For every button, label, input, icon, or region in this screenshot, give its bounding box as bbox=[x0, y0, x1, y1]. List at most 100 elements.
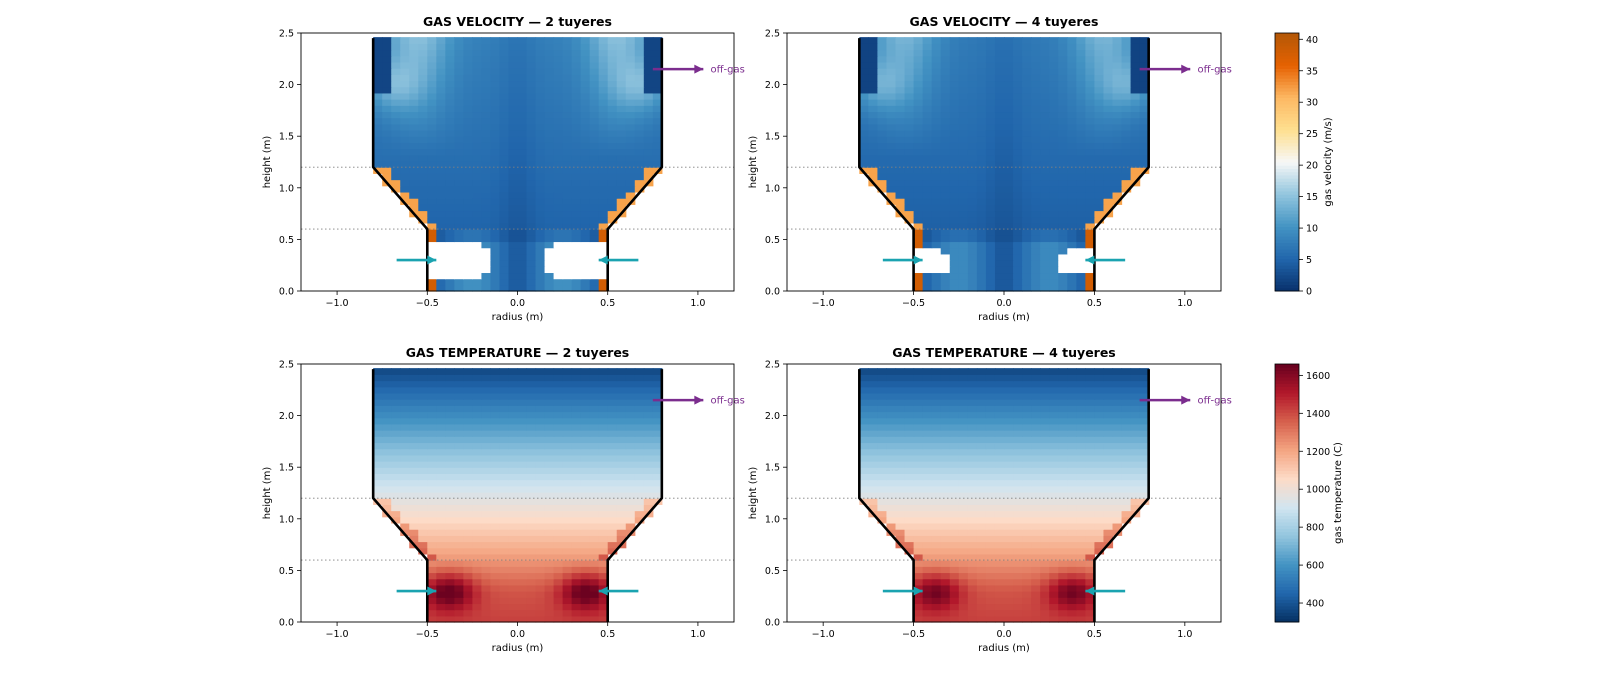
heatmap-cell bbox=[436, 55, 446, 63]
heatmap-cell bbox=[517, 204, 528, 212]
heatmap-cell bbox=[427, 123, 437, 131]
heatmap-cell bbox=[400, 74, 410, 82]
colorbar-segment bbox=[1275, 470, 1299, 475]
heatmap-cell bbox=[490, 392, 501, 400]
heatmap-cell bbox=[868, 99, 879, 106]
heatmap-cell bbox=[463, 99, 473, 106]
heatmap-cell bbox=[1067, 142, 1077, 150]
heatmap-cell bbox=[985, 504, 996, 512]
heatmap-cell bbox=[1049, 92, 1059, 100]
heatmap-cell bbox=[895, 411, 906, 419]
heatmap-cell bbox=[931, 210, 942, 218]
heatmap-cell bbox=[1076, 154, 1086, 162]
heatmap-cell bbox=[1049, 99, 1059, 106]
heatmap-cell bbox=[508, 253, 519, 261]
heatmap-cell bbox=[931, 541, 942, 549]
heatmap-cell bbox=[427, 405, 437, 413]
heatmap-cell bbox=[481, 541, 492, 549]
heatmap-cell bbox=[580, 99, 591, 106]
heatmap-cell bbox=[1049, 148, 1059, 156]
heatmap-cell bbox=[535, 74, 546, 82]
heatmap-cell bbox=[1049, 198, 1059, 205]
heatmap-cell bbox=[1022, 278, 1032, 286]
heatmap-cell bbox=[1067, 603, 1077, 611]
heatmap-cell bbox=[625, 467, 636, 474]
heatmap-cell bbox=[553, 105, 564, 113]
heatmap-cell bbox=[868, 423, 879, 431]
heatmap-cell bbox=[508, 535, 519, 543]
heatmap-cell bbox=[481, 405, 492, 413]
heatmap-cell bbox=[454, 173, 464, 181]
heatmap-cell bbox=[1112, 61, 1123, 69]
heatmap-cell bbox=[1040, 392, 1050, 400]
heatmap-cell bbox=[1049, 136, 1059, 143]
heatmap-cell bbox=[562, 516, 573, 524]
heatmap-cell bbox=[1049, 241, 1059, 249]
heatmap-cell bbox=[1022, 566, 1032, 574]
heatmap-cell bbox=[949, 522, 960, 530]
colorbar-tick-label: 35 bbox=[1306, 66, 1318, 77]
heatmap-cell bbox=[1058, 591, 1068, 598]
heatmap-cell bbox=[1058, 198, 1068, 205]
colorbar-tick-label: 1400 bbox=[1306, 409, 1330, 420]
heatmap-cell bbox=[931, 436, 942, 444]
heatmap-cell bbox=[913, 510, 924, 518]
colorbar-segment bbox=[1275, 483, 1299, 488]
heatmap-cell bbox=[1121, 61, 1132, 69]
heatmap-cell bbox=[1112, 55, 1123, 63]
heatmap-cell bbox=[535, 498, 546, 505]
y-tick-label: 1.0 bbox=[279, 183, 294, 194]
heatmap-cell bbox=[526, 553, 537, 561]
heatmap-cell bbox=[652, 43, 663, 51]
heatmap-cell bbox=[607, 55, 618, 63]
heatmap-cell bbox=[1013, 105, 1023, 113]
tuyere-arrow-left-head bbox=[427, 586, 437, 596]
heatmap-cell bbox=[976, 148, 987, 156]
heatmap-cell bbox=[976, 603, 987, 611]
colorbar-segment bbox=[1275, 560, 1299, 565]
heatmap-cell bbox=[616, 173, 627, 181]
heatmap-cell bbox=[958, 423, 969, 431]
heatmap-cell bbox=[616, 68, 627, 75]
heatmap-cell bbox=[373, 405, 383, 413]
heatmap-cell bbox=[436, 43, 446, 51]
heatmap-cell bbox=[1049, 566, 1059, 574]
heatmap-cell bbox=[598, 43, 609, 51]
heatmap-cell bbox=[949, 99, 960, 106]
heatmap-cell bbox=[931, 380, 942, 388]
heatmap-cell bbox=[625, 448, 636, 456]
heatmap-cell bbox=[634, 74, 645, 82]
heatmap-cell bbox=[1058, 278, 1068, 286]
heatmap-cell bbox=[1058, 423, 1068, 431]
heatmap-cell bbox=[1022, 498, 1032, 505]
heatmap-cell bbox=[1040, 266, 1050, 274]
heatmap-cell bbox=[1013, 284, 1023, 292]
heatmap-cell bbox=[1031, 392, 1041, 400]
heatmap-cell bbox=[490, 522, 501, 530]
heatmap-cell bbox=[625, 160, 636, 168]
heatmap-cell bbox=[625, 136, 636, 143]
heatmap-cell bbox=[454, 461, 464, 468]
heatmap-cell bbox=[418, 136, 428, 143]
heatmap-cell bbox=[1058, 105, 1068, 113]
heatmap-cell bbox=[958, 148, 969, 156]
heatmap-cell bbox=[1112, 498, 1123, 505]
heatmap-cell bbox=[445, 417, 455, 425]
heatmap-cell bbox=[463, 541, 473, 549]
heatmap-cell bbox=[931, 529, 942, 536]
heatmap-cell bbox=[427, 522, 437, 530]
heatmap-cell bbox=[445, 247, 455, 255]
heatmap-cell bbox=[1031, 386, 1041, 394]
heatmap-cell bbox=[922, 37, 933, 44]
heatmap-cell bbox=[373, 498, 383, 505]
heatmap-cell bbox=[382, 117, 392, 125]
heatmap-cell bbox=[1040, 411, 1050, 419]
heatmap-cell bbox=[1094, 117, 1105, 125]
heatmap-cell bbox=[571, 368, 582, 375]
heatmap-cell bbox=[1139, 123, 1150, 131]
heatmap-cell bbox=[598, 609, 609, 617]
heatmap-cell bbox=[931, 173, 942, 181]
heatmap-cell bbox=[1013, 173, 1023, 181]
heatmap-cell bbox=[634, 368, 645, 375]
heatmap-cell bbox=[445, 560, 455, 567]
